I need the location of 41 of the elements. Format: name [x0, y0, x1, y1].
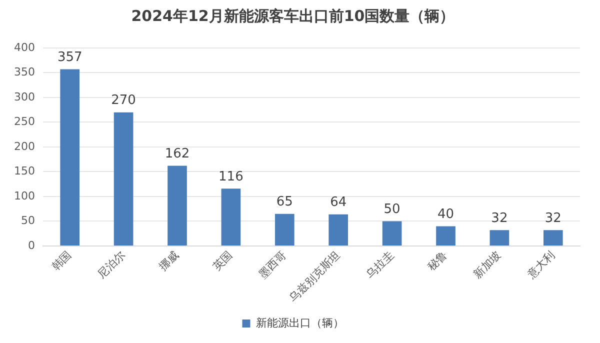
y-tick-label: 150: [14, 164, 35, 178]
y-tick-label: 0: [28, 238, 35, 252]
x-tick-label: 英国: [210, 248, 236, 274]
bar: [60, 69, 80, 246]
x-tick-label: 乌兹别克斯坦: [286, 248, 342, 304]
legend-label: 新能源出口（辆）: [256, 316, 344, 330]
x-tick-label: 新加坡: [471, 248, 504, 282]
data-label: 357: [57, 50, 82, 66]
bar: [114, 112, 134, 246]
bar: [221, 188, 241, 246]
bar: [543, 230, 563, 246]
data-label: 50: [384, 202, 400, 218]
data-label: 64: [330, 195, 347, 210]
y-tick-label: 250: [14, 115, 35, 128]
x-tick-label: 尼泊尔: [95, 248, 128, 282]
y-tick-label: 350: [14, 66, 35, 79]
y-tick-label: 100: [14, 189, 35, 202]
x-tick-label: 墨西哥: [256, 248, 289, 282]
bar: [436, 226, 456, 246]
data-label: 32: [544, 211, 562, 226]
y-tick-label: 400: [14, 40, 35, 54]
x-tick-label: 韩国: [49, 248, 74, 274]
y-tick-label: 200: [14, 140, 35, 153]
bar: [490, 230, 510, 246]
data-label: 116: [218, 169, 244, 184]
y-tick-label: 50: [20, 214, 35, 228]
chart-title: 2024年12月新能源客车出口前10国数量（辆）: [131, 6, 455, 25]
bar: [328, 214, 348, 246]
bar: [274, 214, 294, 246]
y-tick-label: 300: [14, 90, 35, 104]
x-tick-label: 意大利: [524, 248, 558, 282]
data-label: 32: [491, 211, 508, 226]
data-label: 40: [437, 207, 454, 222]
data-label: 270: [111, 93, 136, 108]
x-tick-label: 秘鲁: [425, 248, 450, 274]
bar: [168, 166, 187, 246]
x-tick-label: 乌拉圭: [364, 248, 396, 282]
data-label: 65: [276, 194, 293, 210]
data-label: 162: [164, 146, 190, 162]
bar: [382, 221, 402, 246]
x-tick-label: 挪威: [156, 248, 182, 274]
